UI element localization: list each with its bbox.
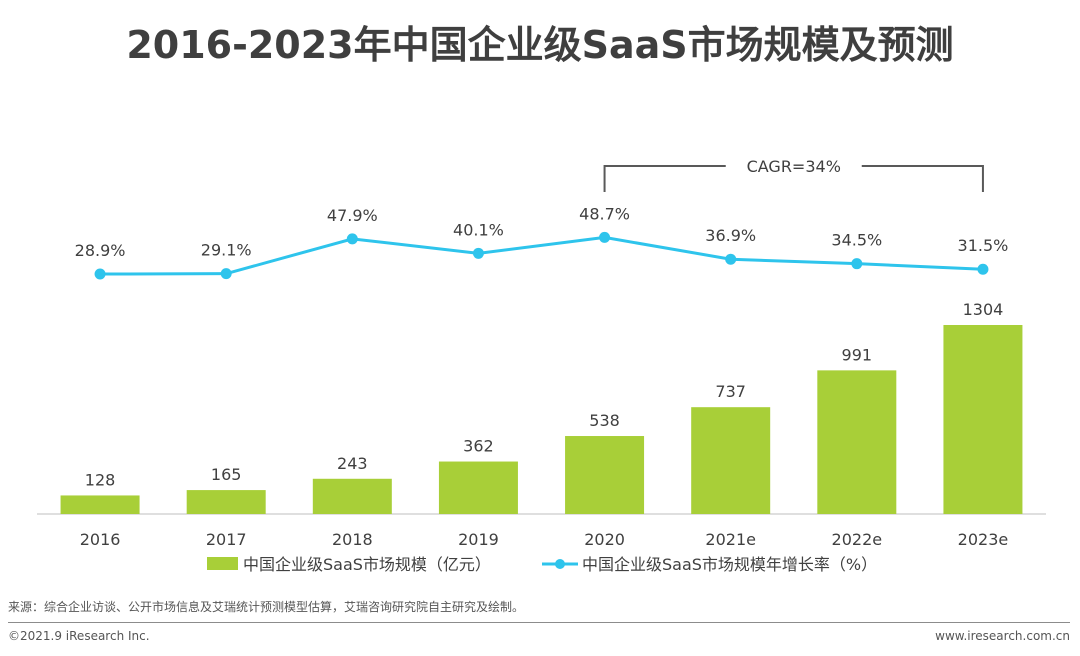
legend-line-marker bbox=[555, 559, 565, 569]
bar-value-label: 243 bbox=[337, 454, 368, 473]
growth-rate-point bbox=[851, 258, 863, 270]
bar-value-label: 737 bbox=[715, 382, 746, 401]
bar bbox=[817, 370, 897, 514]
x-tick-label: 2018 bbox=[332, 530, 373, 549]
x-tick-label: 2022e bbox=[832, 530, 883, 549]
growth-rate-point bbox=[977, 263, 989, 275]
chart: 128 2016 165 2017 243 2018 362 2019 538 2020 737 20… bbox=[37, 157, 1046, 574]
source-note: 来源：综合企业访谈、公开市场信息及艾瑞统计预测模型估算，艾瑞咨询研究院自主研究及… bbox=[8, 600, 525, 614]
x-tick-label: 2016 bbox=[80, 530, 121, 549]
growth-rate-point bbox=[346, 233, 358, 245]
x-tick-label: 2020 bbox=[584, 530, 625, 549]
bar bbox=[943, 325, 1023, 514]
bar-value-label: 538 bbox=[589, 411, 620, 430]
copyright: ©2021.9 iResearch Inc. bbox=[8, 629, 150, 643]
growth-rate-point bbox=[472, 247, 484, 259]
cagr-bracket-right bbox=[861, 165, 984, 192]
footer-divider bbox=[8, 622, 1070, 623]
growth-rate-point bbox=[220, 268, 232, 280]
growth-rate-label: 29.1% bbox=[201, 241, 252, 260]
growth-rate-label: 31.5% bbox=[958, 236, 1009, 255]
growth-rate-line bbox=[100, 235, 984, 276]
growth-rate-label: 28.9% bbox=[75, 241, 126, 260]
bar bbox=[312, 478, 392, 514]
chart-title: 2016-2023年中国企业级SaaS市场规模及预测 bbox=[126, 23, 954, 67]
x-tick-label: 2017 bbox=[206, 530, 247, 549]
bar-value-label: 1304 bbox=[963, 300, 1004, 319]
growth-rate-point bbox=[725, 253, 737, 265]
x-tick-label: 2019 bbox=[458, 530, 499, 549]
bar-value-label: 991 bbox=[842, 345, 873, 364]
bar bbox=[60, 495, 140, 514]
growth-rate-label: 34.5% bbox=[831, 231, 882, 250]
growth-rate-label: 40.1% bbox=[453, 220, 504, 239]
bar bbox=[691, 407, 771, 514]
bar bbox=[186, 490, 266, 514]
x-tick-label: 2021e bbox=[705, 530, 756, 549]
x-tick-label: 2023e bbox=[958, 530, 1009, 549]
growth-rate-label: 36.9% bbox=[705, 226, 756, 245]
legend-line-label: 中国企业级SaaS市场规模年增长率（%） bbox=[582, 555, 877, 574]
bar bbox=[438, 461, 518, 514]
bar bbox=[565, 436, 645, 514]
legend-bar-label: 中国企业级SaaS市场规模（亿元） bbox=[243, 555, 491, 574]
cagr-annotation: CAGR=34% bbox=[747, 157, 841, 176]
website-link[interactable]: www.iresearch.com.cn bbox=[935, 629, 1070, 643]
bar-value-label: 165 bbox=[211, 465, 242, 484]
bar-value-label: 362 bbox=[463, 437, 494, 456]
growth-rate-point bbox=[94, 268, 106, 280]
legend-bar-swatch bbox=[207, 557, 238, 570]
bar-value-label: 128 bbox=[85, 470, 116, 489]
growth-rate-point bbox=[599, 231, 611, 243]
growth-rate-label: 47.9% bbox=[327, 206, 378, 225]
growth-rate-label: 48.7% bbox=[579, 204, 630, 223]
cagr-bracket-left bbox=[603, 165, 726, 192]
